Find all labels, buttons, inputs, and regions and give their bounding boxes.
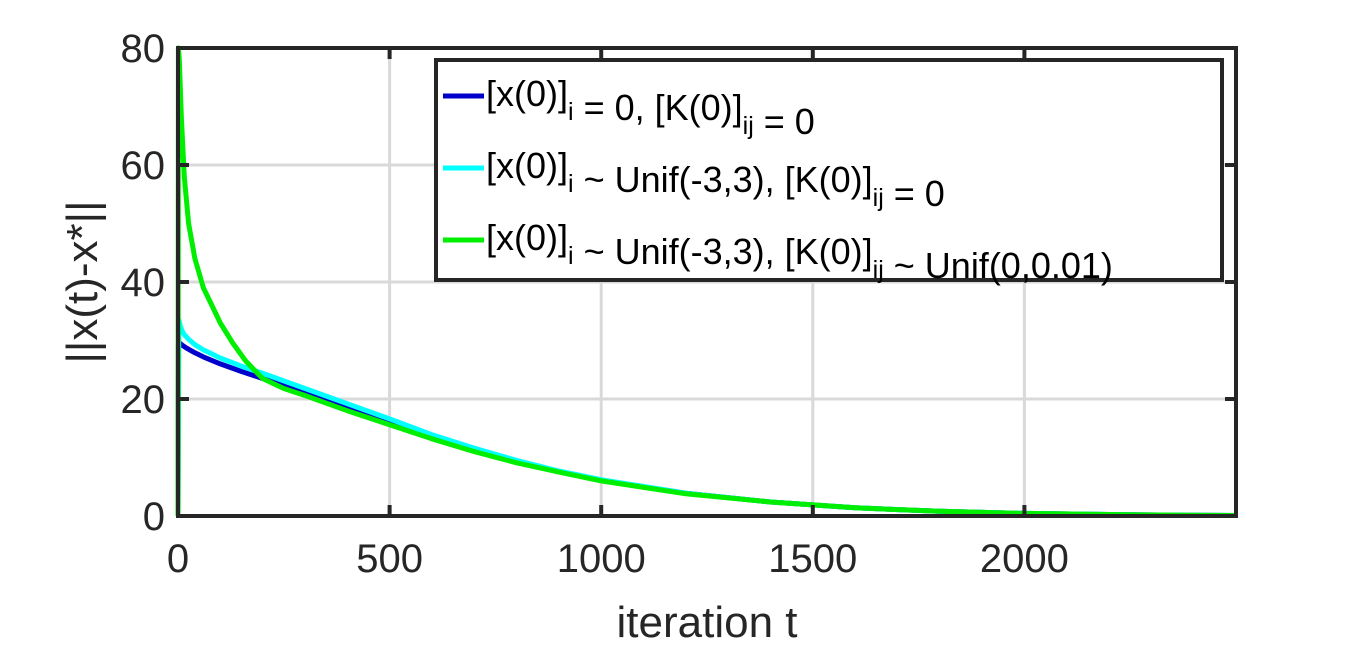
legend-label-3: [x(0)]i ~ Unif(-3,3), [K(0)]ij ~ Unif(0,… xyxy=(486,217,1113,286)
legend-text-part: = 0 xyxy=(884,173,945,214)
x-tick-label: 1500 xyxy=(768,537,857,581)
legend-text-part: [x(0)] xyxy=(486,217,568,258)
legend-text-part: ~ Unif(-3,3), [K(0)] xyxy=(574,231,873,272)
y-tick-label: 40 xyxy=(121,261,166,305)
y-tick-label: 20 xyxy=(121,378,166,422)
series-line-3 xyxy=(175,45,1237,518)
y-tick-label: 0 xyxy=(143,495,165,539)
x-tick-labels: 0 500 1000 1500 2000 xyxy=(167,537,1069,581)
legend-label-2: [x(0)]i ~ Unif(-3,3), [K(0)]ij = 0 xyxy=(486,145,945,214)
x-tick-label: 500 xyxy=(356,537,423,581)
x-tick-label: 1000 xyxy=(557,537,646,581)
legend: [x(0)]i = 0, [K(0)]ij = 0[x(0)]i ~ Unif(… xyxy=(434,58,1224,286)
series-lines xyxy=(175,45,1237,518)
legend-subscript: i xyxy=(568,98,574,126)
legend-subscript: ij xyxy=(873,256,884,284)
y-tick-label: 60 xyxy=(121,144,166,188)
legend-text-part: = 0, [K(0)] xyxy=(574,87,743,128)
x-tick-label: 0 xyxy=(167,537,189,581)
legend-subscript: i xyxy=(568,242,574,270)
legend-label-1: [x(0)]i = 0, [K(0)]ij = 0 xyxy=(486,73,815,142)
legend-text-part: [x(0)] xyxy=(486,145,568,186)
legend-text-part: = 0 xyxy=(754,101,815,142)
y-tick-labels: 0 20 40 60 80 xyxy=(121,27,166,539)
legend-text-part: [x(0)] xyxy=(486,73,568,114)
x-axis-label: iteration t xyxy=(617,598,798,647)
legend-text-part: ~ Unif(-3,3), [K(0)] xyxy=(574,159,873,200)
legend-subscript: i xyxy=(568,170,574,198)
tick-marks xyxy=(176,46,1236,518)
legend-subscript: ij xyxy=(873,184,884,212)
y-axis-label: ||x(t)-x*|| xyxy=(58,200,107,363)
legend-subscript: ij xyxy=(743,112,754,140)
y-tick-label: 80 xyxy=(121,27,166,71)
legend-box xyxy=(434,58,1224,282)
x-tick-label: 2000 xyxy=(980,537,1069,581)
legend-text-part: ~ Unif(0,0.01) xyxy=(884,245,1113,286)
